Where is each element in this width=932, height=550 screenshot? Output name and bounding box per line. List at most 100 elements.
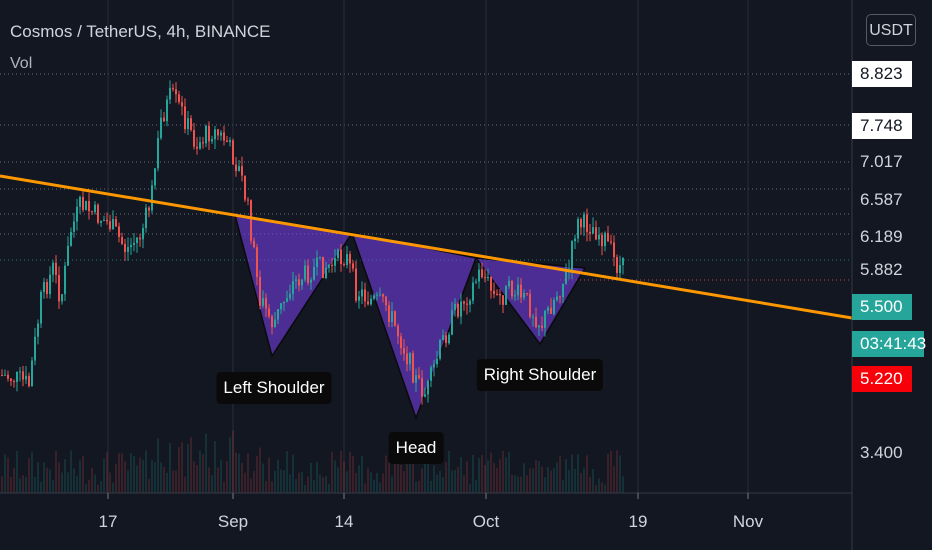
- volume-bar: [601, 482, 603, 493]
- candle-body: [343, 264, 345, 266]
- candle-body: [508, 280, 510, 287]
- volume-bar: [322, 477, 324, 493]
- candle-body: [544, 310, 546, 328]
- candle-body: [394, 311, 396, 326]
- candle-body: [265, 298, 267, 309]
- candle-body: [127, 247, 129, 252]
- annotation-head[interactable]: Head: [388, 432, 444, 464]
- candle-body: [613, 242, 615, 258]
- volume-bar: [154, 462, 156, 493]
- candle-body: [442, 335, 444, 341]
- volume-bar: [25, 476, 27, 493]
- volume-bar: [217, 467, 219, 493]
- candle-body: [583, 214, 585, 228]
- volume-bar: [316, 462, 318, 493]
- candle-body: [169, 87, 171, 100]
- volume-bar: [220, 459, 222, 493]
- candle-body: [217, 129, 219, 136]
- volume-bar: [622, 476, 624, 493]
- volume-bar: [187, 444, 189, 493]
- candle-body: [82, 197, 84, 210]
- volume-bar: [34, 476, 36, 493]
- candle-body: [337, 249, 339, 259]
- volume-bar: [589, 476, 591, 493]
- volume-bar: [535, 460, 537, 493]
- annotation-left-shoulder[interactable]: Left Shoulder: [216, 372, 332, 404]
- volume-bar: [148, 479, 150, 493]
- volume-bar: [211, 475, 213, 493]
- volume-bar: [472, 454, 474, 493]
- volume-bar: [262, 463, 264, 493]
- candle-body: [502, 295, 504, 305]
- volume-bar: [547, 467, 549, 493]
- volume-bar: [379, 482, 381, 493]
- volume-bar: [145, 450, 147, 493]
- volume-bar: [232, 430, 234, 493]
- candle-body: [88, 201, 90, 212]
- volume-bar: [112, 482, 114, 493]
- volume-bar: [511, 474, 513, 493]
- volume-bar: [4, 454, 6, 493]
- volume-bar: [607, 453, 609, 493]
- volume-bar: [415, 481, 417, 493]
- volume-bar: [58, 462, 60, 493]
- candle-body: [61, 294, 63, 302]
- volume-bar: [70, 450, 72, 493]
- volume-bar: [10, 476, 12, 493]
- volume-bar: [178, 447, 180, 493]
- volume-bar: [352, 455, 354, 493]
- candle-body: [106, 219, 108, 222]
- candle-body: [355, 268, 357, 301]
- volume-bar: [205, 433, 207, 493]
- candle-body: [538, 325, 540, 328]
- candle-body: [556, 296, 558, 300]
- candle-body: [418, 375, 420, 379]
- volume-bar: [556, 462, 558, 493]
- candle-body: [529, 293, 531, 317]
- candle-body: [256, 247, 258, 278]
- candle-body: [100, 221, 102, 223]
- candle-body: [619, 265, 621, 273]
- neckline-trendline[interactable]: [0, 174, 853, 320]
- volume-bar: [109, 472, 111, 493]
- volume-bar: [136, 465, 138, 493]
- volume-bar: [193, 461, 195, 493]
- candle-body: [34, 336, 36, 361]
- volume-bar: [295, 479, 297, 493]
- volume-bar: [79, 460, 81, 493]
- volume-bar: [157, 438, 159, 493]
- volume-bar: [412, 457, 414, 493]
- volume-bar: [541, 466, 543, 493]
- currency-button[interactable]: USDT: [866, 14, 916, 46]
- candle-body: [520, 284, 522, 298]
- volume-bar: [592, 468, 594, 493]
- candle-body: [589, 232, 591, 234]
- volume-bar: [382, 473, 384, 493]
- volume-bar: [319, 474, 321, 493]
- volume-bar: [169, 443, 171, 493]
- candle-body: [364, 289, 366, 302]
- volume-bar: [172, 470, 174, 493]
- candle-body: [511, 280, 513, 297]
- candle-body: [136, 237, 138, 243]
- x-tick-nov: Nov: [732, 512, 764, 531]
- volume-bar: [22, 475, 24, 493]
- candle-body: [415, 375, 417, 383]
- candle-body: [412, 353, 414, 383]
- price-level-5882: 5.882: [860, 260, 903, 279]
- candle-body: [376, 294, 378, 296]
- candle-body: [574, 238, 576, 242]
- volume-bar: [118, 453, 120, 493]
- candle-body: [499, 293, 501, 296]
- annotation-right-shoulder[interactable]: Right Shoulder: [476, 359, 604, 391]
- candle-body: [325, 267, 327, 278]
- volume-bar: [151, 460, 153, 493]
- volume-bar: [424, 459, 426, 493]
- volume-bar: [208, 467, 210, 493]
- volume-bar: [142, 459, 144, 493]
- volume-bar: [259, 447, 261, 493]
- candle-body: [445, 335, 447, 344]
- candle-body: [433, 364, 435, 368]
- volume-bar: [307, 476, 309, 493]
